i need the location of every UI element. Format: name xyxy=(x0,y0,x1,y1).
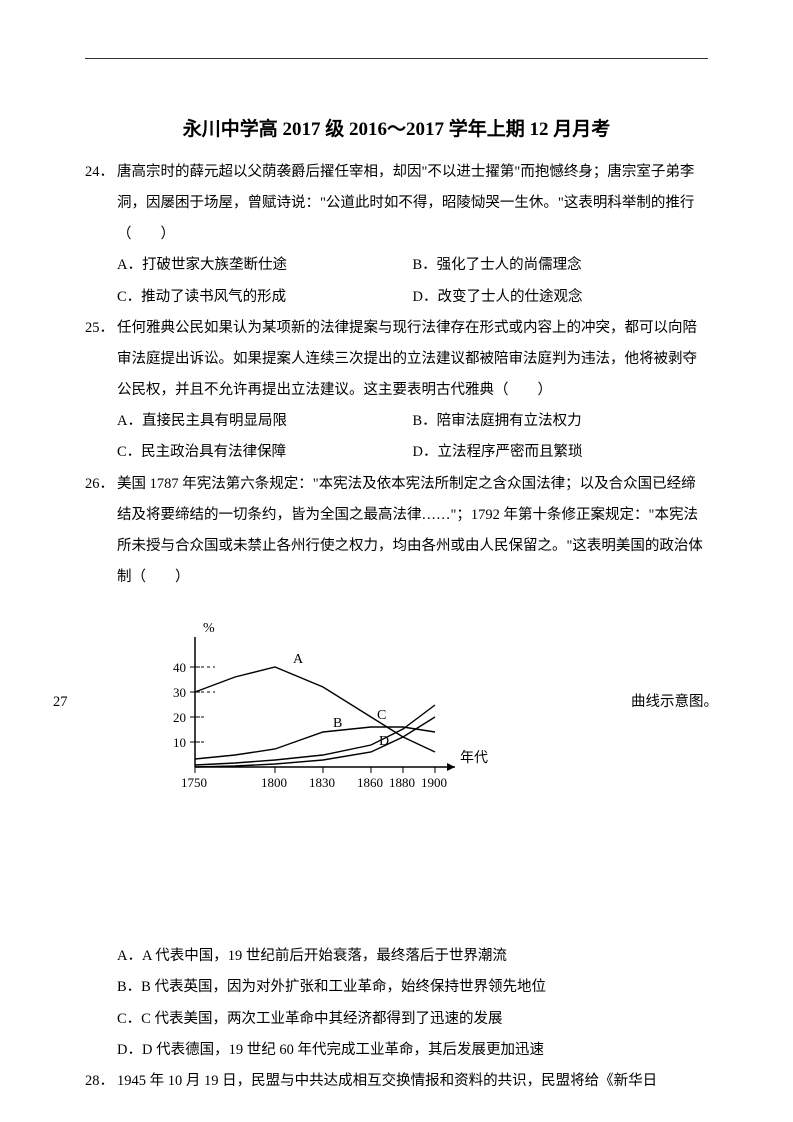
series-b xyxy=(195,727,435,759)
q25-options-row1: A．直接民主具有明显局限 B．陪审法庭拥有立法权力 xyxy=(117,406,708,437)
chart-x-arrow xyxy=(447,763,455,771)
q24-number: 24． xyxy=(85,157,117,188)
question-25: 25． 任何雅典公民如果认为某项新的法律提案与现行法律存在形式或内容上的冲突，都… xyxy=(85,313,708,407)
series-d xyxy=(195,717,435,767)
xtick-1830-label: 1830 xyxy=(309,775,335,790)
q25-number: 25． xyxy=(85,313,117,344)
q27-option-d: D．D 代表德国，19 世纪 60 年代完成工业革命，其后发展更加迅速 xyxy=(117,1035,708,1066)
q25-option-c: C．民主政治具有法律保障 xyxy=(117,437,413,468)
q27-chart: % 年代 10 20 30 40 1750 1800 1830 1860 188… xyxy=(145,597,515,797)
q27-option-b: B．B 代表英国，因为对外扩张和工业革命，始终保持世界领先地位 xyxy=(117,972,708,1003)
q24-option-b: B．强化了士人的尚儒理念 xyxy=(413,250,709,281)
q25-option-a: A．直接民主具有明显局限 xyxy=(117,406,413,437)
q27-option-c: C．C 代表美国，两次工业革命中其经济都得到了迅速的发展 xyxy=(117,1004,708,1035)
q25-option-b: B．陪审法庭拥有立法权力 xyxy=(413,406,709,437)
ytick-20-label: 20 xyxy=(173,710,186,725)
q24-options-row2: C．推动了读书风气的形成 D．改变了士人的仕途观念 xyxy=(117,282,708,313)
q27-option-a: A．A 代表中国，19 世纪前后开始衰落，最终落后于世界潮流 xyxy=(117,941,708,972)
ytick-10-label: 10 xyxy=(173,735,186,750)
q28-text: 1945 年 10 月 19 日，民盟与中共达成相互交换情报和资料的共识，民盟将… xyxy=(117,1066,708,1097)
q24-text: 唐高宗时的薛元超以父荫袭爵后擢任宰相，却因"不以进士擢第"而抱憾终身；唐宗室子弟… xyxy=(117,157,708,251)
q24-option-d: D．改变了士人的仕途观念 xyxy=(413,282,709,313)
exam-title: 永川中学高 2017 级 2016～2017 学年上期 12 月月考 xyxy=(85,110,708,151)
q27-number: 27 xyxy=(53,687,68,718)
xtick-1900-label: 1900 xyxy=(421,775,447,790)
series-b-label: B xyxy=(333,716,342,731)
series-d-label: D xyxy=(379,734,389,749)
ytick-40-label: 40 xyxy=(173,660,186,675)
q26-text: 美国 1787 年宪法第六条规定："本宪法及依本宪法所制定之含众国法律；以及合众… xyxy=(117,469,708,594)
xtick-1800-label: 1800 xyxy=(261,775,287,790)
q25-text: 任何雅典公民如果认为某项新的法律提案与现行法律存在形式或内容上的冲突，都可以向陪… xyxy=(117,313,708,407)
q24-option-c: C．推动了读书风气的形成 xyxy=(117,282,413,313)
q25-options-row2: C．民主政治具有法律保障 D．立法程序严密而且繁琐 xyxy=(117,437,708,468)
ytick-30-label: 30 xyxy=(173,685,186,700)
top-rule xyxy=(85,58,708,59)
q28-number: 28． xyxy=(85,1066,117,1097)
q26-number: 26． xyxy=(85,469,117,500)
q24-options-row1: A．打破世家大族垄断仕途 B．强化了士人的尚儒理念 xyxy=(117,250,708,281)
q27-side-text: 曲线示意图。 xyxy=(631,687,718,718)
xtick-1860-label: 1860 xyxy=(357,775,383,790)
xtick-1880-label: 1880 xyxy=(389,775,415,790)
q25-option-d: D．立法程序严密而且繁琐 xyxy=(413,437,709,468)
q24-option-a: A．打破世家大族垄断仕途 xyxy=(117,250,413,281)
question-24: 24． 唐高宗时的薛元超以父荫袭爵后擢任宰相，却因"不以进士擢第"而抱憾终身；唐… xyxy=(85,157,708,251)
q27-chart-row: 27 曲线示意图。 % 年代 10 20 30 40 1750 1800 183… xyxy=(85,597,708,807)
blank-space xyxy=(85,811,708,941)
chart-x-label: 年代 xyxy=(460,750,488,766)
chart-y-label: % xyxy=(203,621,215,636)
series-c-label: C xyxy=(377,708,386,723)
series-a-label: A xyxy=(293,652,304,667)
question-26: 26． 美国 1787 年宪法第六条规定："本宪法及依本宪法所制定之含众国法律；… xyxy=(85,469,708,594)
xtick-1750-label: 1750 xyxy=(181,775,207,790)
question-28: 28． 1945 年 10 月 19 日，民盟与中共达成相互交换情报和资料的共识… xyxy=(85,1066,708,1097)
